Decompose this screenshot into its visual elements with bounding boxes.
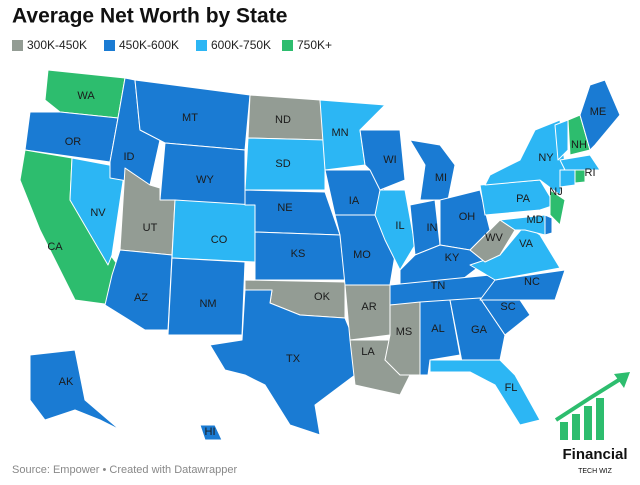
state-label: TN <box>431 280 446 292</box>
state-label: NJ <box>549 186 562 198</box>
state-label: FL <box>505 382 518 394</box>
state-label: NM <box>199 298 216 310</box>
state-label: GA <box>471 324 488 336</box>
state-label: IN <box>427 222 438 234</box>
state-label: LA <box>361 346 375 358</box>
state-label: OK <box>314 291 331 303</box>
state-label: AZ <box>134 292 148 304</box>
state-label: PA <box>516 193 531 205</box>
state-label: MT <box>182 112 198 124</box>
state <box>559 154 601 171</box>
legend-swatch <box>104 40 115 51</box>
state-label: NH <box>571 139 587 151</box>
state-label: OH <box>459 211 476 223</box>
state <box>171 199 256 263</box>
legend-label: 750K+ <box>297 38 332 52</box>
legend-swatch <box>12 40 23 51</box>
source: Source: Empower • Created with Datawrapp… <box>12 464 238 476</box>
state <box>384 301 421 376</box>
state <box>499 214 546 236</box>
state-label: NY <box>538 152 554 164</box>
states: WA OR CA NV ID MT WY UT AZ CO NM ND SD NE KS OK TX MN IA MO… <box>19 69 621 441</box>
state-label: MS <box>396 326 413 338</box>
state <box>559 169 576 188</box>
legend-swatch <box>196 40 207 51</box>
state-label: IA <box>349 195 360 207</box>
state-label: WA <box>77 90 95 102</box>
state <box>429 359 541 426</box>
state <box>579 79 621 151</box>
state <box>449 297 506 363</box>
state-label: IL <box>395 220 404 232</box>
state <box>549 189 566 226</box>
state-label: ME <box>590 106 607 118</box>
state-label: NC <box>524 276 540 288</box>
state-label: AK <box>59 376 74 388</box>
state-label: MN <box>331 127 348 139</box>
state-label: WV <box>485 232 503 244</box>
logo: Financial TECH WIZ <box>554 372 630 475</box>
state-label: WY <box>196 174 214 186</box>
state <box>167 257 246 336</box>
state-label: ND <box>275 114 291 126</box>
state <box>554 119 569 161</box>
state-label: KS <box>291 248 306 260</box>
state-label: OR <box>65 136 82 148</box>
state <box>29 349 121 431</box>
state <box>244 137 326 191</box>
state-label: NE <box>277 202 292 214</box>
state-label: ID <box>124 151 135 163</box>
state-label: HI <box>205 426 216 438</box>
state <box>544 214 553 236</box>
logo-tagline: TECH WIZ <box>578 468 613 475</box>
legend-label: 600K-750K <box>211 38 271 52</box>
state-label: SC <box>500 301 515 313</box>
legend-swatch <box>282 40 293 51</box>
logo-name: Financial <box>562 446 627 463</box>
state-label: AR <box>361 301 376 313</box>
state <box>199 424 223 441</box>
state <box>209 289 356 436</box>
state-label: UT <box>143 222 158 234</box>
state-label: VA <box>519 238 534 250</box>
legend-label: 300K-450K <box>27 38 87 52</box>
title: Average Net Worth by State <box>12 5 287 28</box>
state-label: AL <box>431 323 444 335</box>
state <box>574 169 586 184</box>
state-label: MI <box>435 172 447 184</box>
state-label: RI <box>585 167 596 179</box>
state <box>409 139 456 201</box>
state-label: WI <box>383 154 396 166</box>
legend: 300K-450K 450K-600K 600K-750K 750K+ <box>12 38 332 52</box>
state-label: NV <box>90 207 106 219</box>
state-label: KY <box>445 252 460 264</box>
state-label: TX <box>286 353 301 365</box>
state <box>479 269 566 301</box>
state-label: MO <box>353 249 371 261</box>
state-label: MD <box>526 214 543 226</box>
legend-label: 450K-600K <box>119 38 179 52</box>
state-label: SD <box>275 158 290 170</box>
state-label: CA <box>47 241 63 253</box>
state-label: CO <box>211 234 228 246</box>
